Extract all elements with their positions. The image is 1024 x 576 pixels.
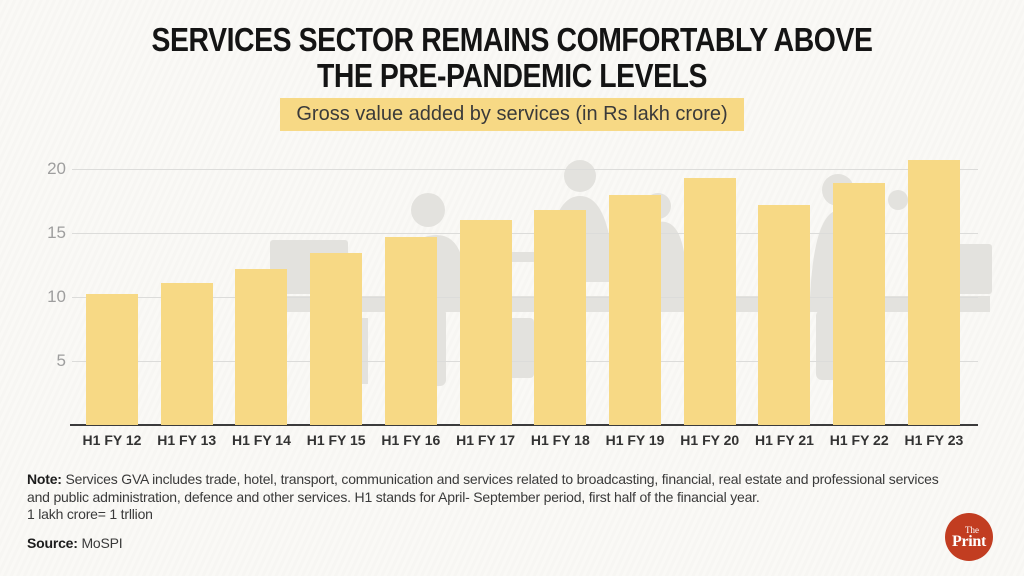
bar-h1-fy-18 xyxy=(534,209,587,425)
x-axis-tick-label: H1 FY 18 xyxy=(530,432,590,448)
y-axis-tick-label: 15 xyxy=(47,223,66,242)
bar-h1-fy-13 xyxy=(160,282,213,425)
page-title-line-1: SERVICES SECTOR REMAINS COMFORTABLY ABOV… xyxy=(151,21,873,58)
x-axis-tick-label: H1 FY 21 xyxy=(755,432,814,448)
bar-h1-fy-21 xyxy=(758,204,811,425)
bar-h1-fy-17 xyxy=(459,220,512,425)
note-label: Note: xyxy=(27,471,62,487)
x-axis-tick-label: H1 FY 14 xyxy=(231,432,291,448)
x-axis-tick-label: H1 FY 12 xyxy=(82,432,142,448)
bar-h1-fy-19 xyxy=(609,194,662,425)
note-line-3: 1 lakh crore= 1 trllion xyxy=(27,506,153,522)
x-axis-tick-label: H1 FY 15 xyxy=(306,432,366,448)
bar-h1-fy-14 xyxy=(235,268,288,425)
gridline xyxy=(72,232,978,234)
logo-text-print: Print xyxy=(951,532,987,550)
page-title: SERVICES SECTOR REMAINS COMFORTABLY ABOV… xyxy=(72,22,953,94)
gridline xyxy=(72,168,978,170)
logo-text-the: The xyxy=(965,524,979,535)
bar-h1-fy-23 xyxy=(907,160,960,425)
bar-h1-fy-20 xyxy=(683,177,736,425)
bar-h1-fy-16 xyxy=(384,236,437,425)
note-line-1: Note: Services GVA includes trade, hotel… xyxy=(27,471,939,487)
x-axis-tick-label: H1 FY 16 xyxy=(381,432,441,448)
page-title-line-2: THE PRE-PANDEMIC LEVELS xyxy=(316,57,708,94)
x-axis-tick-label: H1 FY 20 xyxy=(680,432,740,448)
note-line-2: and public administration, defence and o… xyxy=(27,488,760,505)
gridline xyxy=(72,296,978,298)
bar-h1-fy-15 xyxy=(310,253,363,425)
source-label: Source: xyxy=(27,534,78,551)
source-line: Source: MoSPI xyxy=(27,535,1012,553)
bar-h1-fy-22 xyxy=(833,183,886,425)
footnotes: Note: Services GVA includes trade, hotel… xyxy=(27,471,1012,552)
x-axis-tick-label: H1 FY 17 xyxy=(456,432,516,448)
x-axis-line xyxy=(70,424,978,426)
theprint-logo-icon: The Print xyxy=(945,513,993,561)
bar-h1-fy-12 xyxy=(86,294,138,425)
x-axis-tick-label: H1 FY 23 xyxy=(904,432,964,448)
chart-subtitle: Gross value added by services (in Rs lak… xyxy=(280,98,744,131)
x-axis-tick-label: H1 FY 22 xyxy=(829,432,889,448)
y-axis-tick-label: 5 xyxy=(56,351,66,370)
gridline xyxy=(72,360,978,362)
y-axis-tick-label: 10 xyxy=(47,287,66,306)
source-value: MoSPI xyxy=(81,534,123,551)
chart-subtitle-wrap: Gross value added by services (in Rs lak… xyxy=(0,98,1024,131)
y-axis-tick-label: 20 xyxy=(47,159,66,178)
x-axis-tick-label: H1 FY 19 xyxy=(605,432,665,448)
x-axis-tick-label: H1 FY 13 xyxy=(157,432,217,448)
